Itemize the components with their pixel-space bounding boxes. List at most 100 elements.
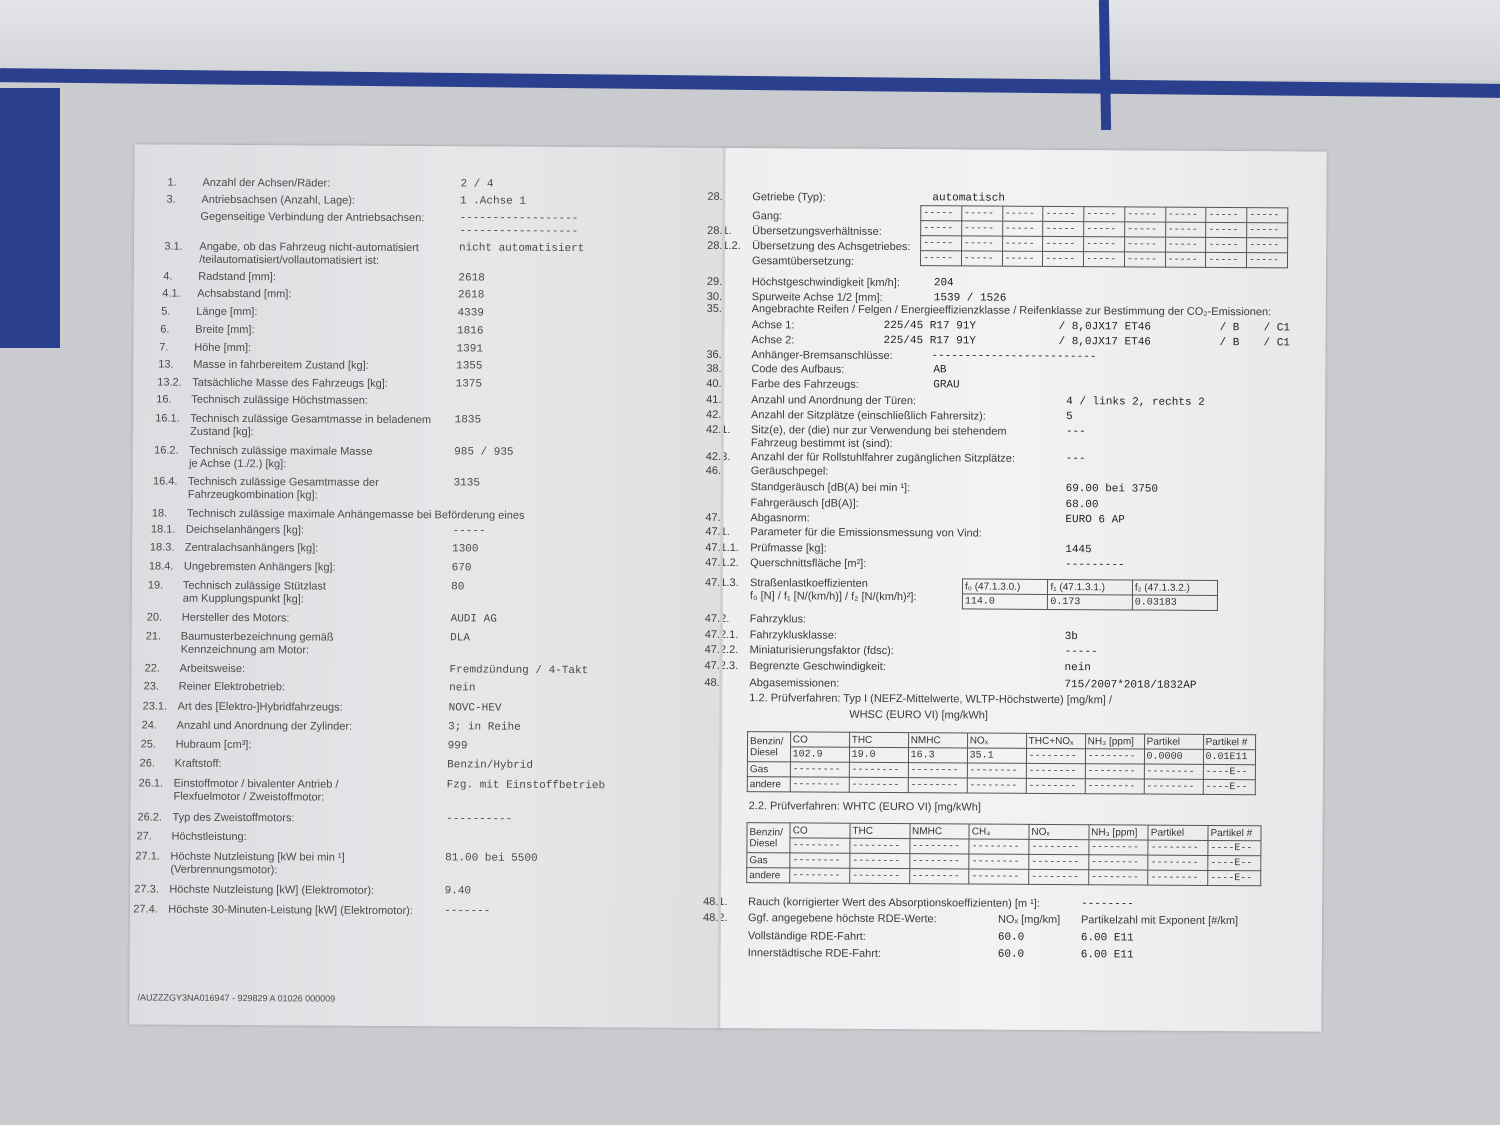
row-number: 42. <box>706 408 722 421</box>
field-value: 1355 <box>456 360 483 373</box>
field-label: Fahrzyklusklasse: <box>749 629 838 642</box>
row-number: 27.3. <box>134 883 159 896</box>
table-cell: ----- <box>1246 222 1288 238</box>
column-header: NOₓ <box>967 732 1027 749</box>
table-cell: -------- <box>966 777 1026 794</box>
field-label: Straßenlastkoeffizienten f₀ [N] / f₁ [N/… <box>749 577 917 604</box>
row-number: 13.2. <box>157 376 182 389</box>
field-label: Höchstleistung: <box>171 830 247 844</box>
table-cell: ----- <box>1206 222 1247 238</box>
table-cell: -------- <box>1028 854 1089 870</box>
field-label: Zentralachsanhängers [kg]: <box>184 541 319 555</box>
field-label: Code des Aufbaus: <box>751 363 845 376</box>
field-value: ------------------------- <box>931 350 1097 364</box>
row-number: 27. <box>136 830 152 843</box>
column-header: THC <box>849 823 910 839</box>
field-value: 225/45 R17 91Y <box>883 334 976 348</box>
table-cell: ----E-- <box>1202 779 1256 795</box>
field-label: Vollständige RDE-Fahrt: <box>747 930 866 943</box>
row-number: 16. <box>156 393 172 406</box>
field-value: 1 .Achse 1 <box>459 195 527 208</box>
table-cell: ----- <box>1124 206 1166 223</box>
table-cell: ----- <box>1043 206 1084 222</box>
field-label: Höchste Nutzleistung [kW bei min ¹] (Ver… <box>170 850 345 877</box>
field-value: 60.0 <box>997 931 1025 944</box>
table-cell: ----- <box>1002 221 1044 237</box>
field-label: Anzahl und Anordnung der Zylinder: <box>176 719 353 733</box>
row-label: Benzin/ Diesel <box>746 822 791 853</box>
field-value: Benzin/Hybrid <box>447 759 534 772</box>
field-label: Fahrgeräusch [dB(A)]: <box>750 497 859 510</box>
table-cell: ----- <box>1246 252 1288 268</box>
field-value: 2618 <box>457 289 485 302</box>
field-value: --------- <box>1065 559 1125 572</box>
field-label: Anzahl und Anordnung der Türen: <box>751 394 917 408</box>
table-cell: -------- <box>908 762 968 778</box>
table-cell: ----- <box>1083 206 1125 222</box>
field-label: Höhe [mm]: <box>194 341 252 355</box>
field-value: --- <box>1065 426 1086 439</box>
field-value: 1445 <box>1065 544 1092 557</box>
field-label: Hersteller des Motors: <box>181 611 290 625</box>
field-label: Technisch zulässige Stützlast am Kupplun… <box>182 579 327 606</box>
table-cell: -------- <box>1028 869 1089 885</box>
table-cell: ----- <box>1246 207 1288 223</box>
table-cell: -------- <box>968 868 1029 885</box>
field-label: Höchste Nutzleistung [kW] (Elektromotor)… <box>169 883 375 897</box>
field-value-extra: / 8,0JX17 ET46 <box>1058 336 1151 349</box>
field-label: Prüfmasse [kg]: <box>750 542 827 555</box>
field-value: -------- <box>1081 898 1134 911</box>
field-label: Sitz(e), der (die) nur zur Verwendung be… <box>750 424 1007 451</box>
row-number: 24. <box>141 719 157 732</box>
table-cell: ----- <box>1205 237 1247 253</box>
field-value: Fzg. mit Einstoffbetrieb <box>446 779 606 793</box>
background-wall <box>0 0 1500 80</box>
table-cell: ----E-- <box>1202 764 1256 780</box>
field-label: 1.2. Prüfverfahren: Typ I (NEFZ-Mittelwe… <box>749 692 1113 707</box>
field-value: 80 <box>451 581 465 594</box>
field-value: nein <box>1064 662 1091 675</box>
field-label: Anzahl der Sitzplätze (einschließlich Fa… <box>751 409 986 423</box>
table-cell: ----- <box>961 235 1003 252</box>
field-label: Geräuschpegel: <box>750 465 829 478</box>
table-cell: ----E-- <box>1207 840 1261 856</box>
row-number: 27.4. <box>133 903 158 916</box>
column-header: CO <box>790 822 850 839</box>
row-number: 26.1. <box>138 777 164 790</box>
field-label: Abgasemissionen: <box>749 677 840 690</box>
field-value: ----- <box>452 525 486 538</box>
row-number: 22. <box>144 662 161 675</box>
field-value: 1375 <box>455 378 483 391</box>
table-row: andere -------- -------- -------- -------- --… <box>747 776 1256 795</box>
field-value: 2 / 4 <box>460 178 494 191</box>
table-cell: -------- <box>1148 840 1208 856</box>
field-value: 3135 <box>453 477 481 490</box>
row-label: andere <box>747 776 791 792</box>
field-value: 715/2007*2018/1832AP <box>1064 679 1197 692</box>
field-label: Achsabstand [mm]: <box>197 287 292 301</box>
table-cell: 102.9 <box>790 746 850 763</box>
table-cell: ----- <box>1206 207 1247 223</box>
field-value: DLA <box>450 632 470 645</box>
row-number: 4. <box>163 270 173 283</box>
column-header: CO <box>790 731 850 748</box>
row-number: 7. <box>159 341 169 354</box>
table-cell: -------- <box>909 853 970 869</box>
field-label: Ungebremsten Anhängers [kg]: <box>183 560 336 574</box>
field-label: WHSC (EURO VI) [mg/kWh] <box>849 708 988 722</box>
table-cell: -------- <box>1088 854 1149 871</box>
field-label: Technisch zulässige Gesamtmasse in belad… <box>190 412 432 439</box>
row-number: 42.1. <box>705 423 731 437</box>
row-label: Gas <box>746 852 791 868</box>
field-value: NOₓ [mg/km] <box>997 913 1061 927</box>
field-label: Gesamtübersetzung: <box>751 255 855 268</box>
field-value: 1391 <box>456 343 484 356</box>
table-cell: ----- <box>920 250 962 266</box>
field-label: Reiner Elektrobetrieb: <box>178 680 286 694</box>
column-header: CH₄ <box>969 823 1029 840</box>
table-cell: ----- <box>1002 236 1043 252</box>
field-value: EURO 6 AP <box>1065 514 1125 527</box>
field-value: GRAU <box>933 379 960 392</box>
field-value: AB <box>933 364 947 377</box>
field-value-extra: Partikelzahl mit Exponent [#/km] <box>1080 914 1239 928</box>
